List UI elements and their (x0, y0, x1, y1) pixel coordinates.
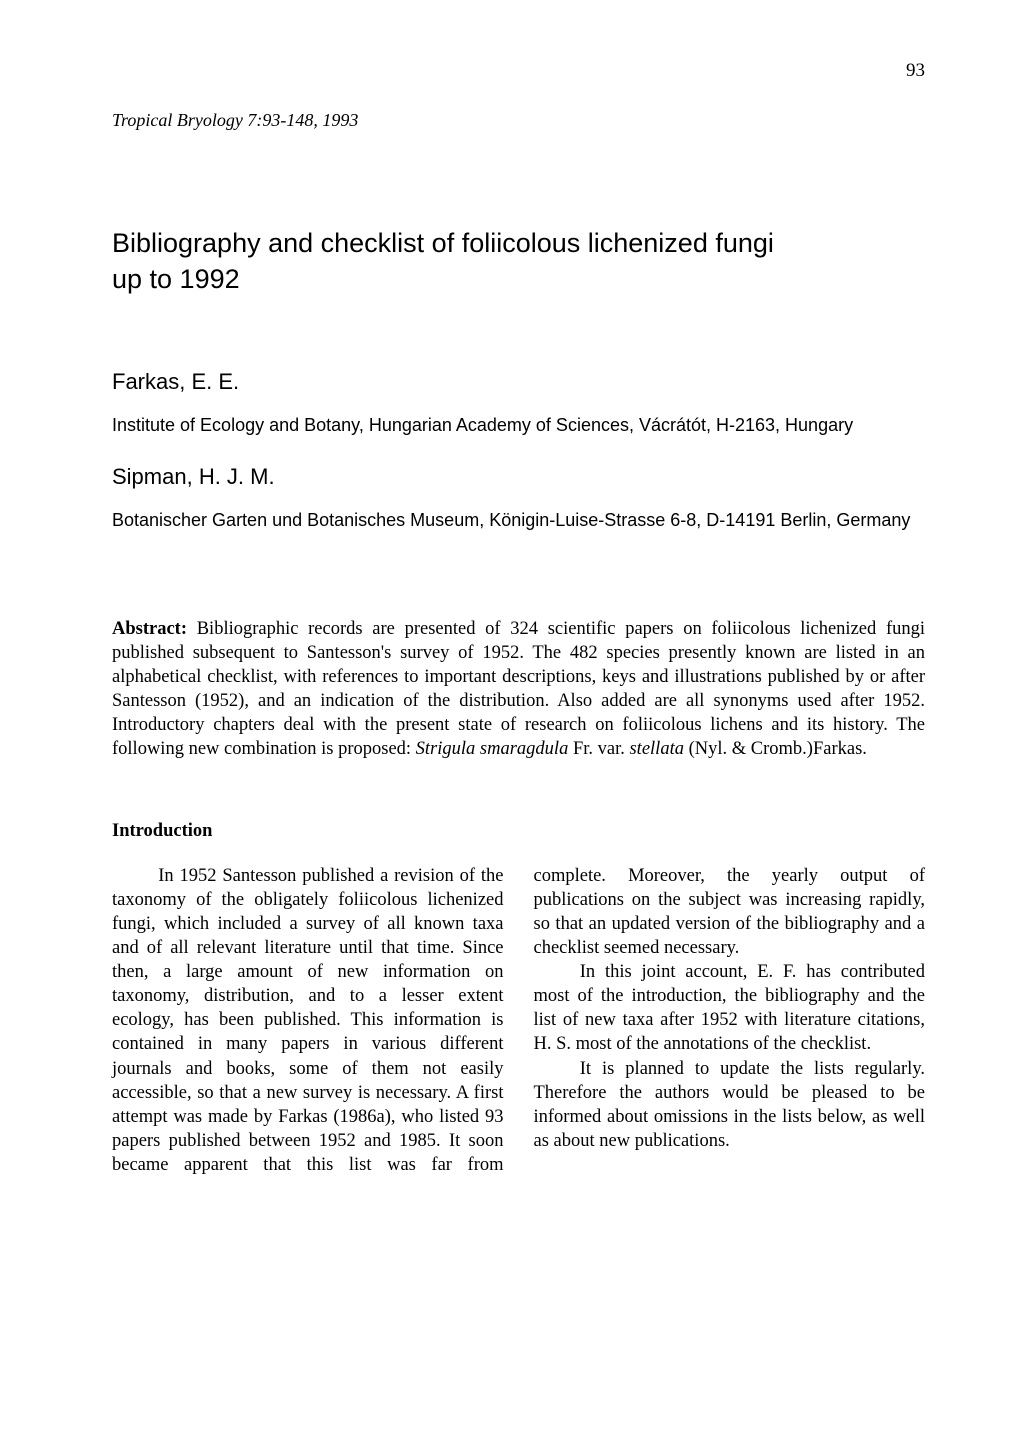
abstract-text-3: (Nyl. & Cromb.)Farkas. (684, 739, 867, 759)
abstract-label: Abstract: (112, 619, 187, 639)
body-columns: In 1952 Santesson published a revision o… (112, 864, 925, 1177)
abstract: Abstract: Bibliographic records are pres… (112, 617, 925, 761)
author-2-affiliation: Botanischer Garten und Botanisches Museu… (112, 508, 925, 532)
body-paragraph-3: It is planned to update the lists regula… (534, 1057, 926, 1153)
abstract-italic-2: stellata (629, 739, 683, 759)
title-line-2: up to 1992 (112, 264, 240, 294)
title-line-1: Bibliography and checklist of foliicolou… (112, 228, 774, 258)
section-heading-introduction: Introduction (112, 821, 925, 842)
page-number: 93 (112, 60, 925, 82)
running-head: Tropical Bryology 7:93-148, 1993 (112, 110, 925, 131)
author-1-name: Farkas, E. E. (112, 369, 925, 395)
abstract-text-2: Fr. var. (568, 739, 629, 759)
body-paragraph-2: In this joint account, E. F. has contrib… (534, 960, 926, 1056)
author-2-name: Sipman, H. J. M. (112, 464, 925, 490)
author-1-affiliation: Institute of Ecology and Botany, Hungari… (112, 413, 925, 437)
abstract-italic-1: Strigula smaragdula (416, 739, 569, 759)
article-title: Bibliography and checklist of foliicolou… (112, 226, 925, 297)
